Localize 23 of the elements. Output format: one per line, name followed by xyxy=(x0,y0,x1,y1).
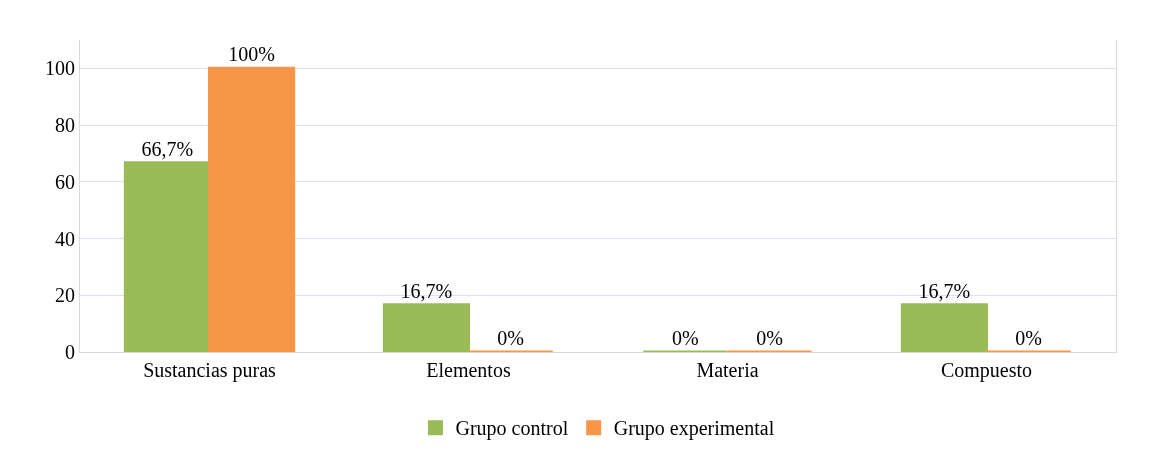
bar xyxy=(900,303,988,352)
x-tick-label: Materia xyxy=(696,359,759,381)
y-tick-label: 20 xyxy=(55,284,75,307)
bar xyxy=(123,161,211,352)
x-tick-label: Compuesto xyxy=(940,359,1033,382)
legend-label: Grupo experimental xyxy=(613,417,775,441)
data-label: 0% xyxy=(1015,327,1042,349)
data-label: 0% xyxy=(672,327,699,349)
data-label: 100% xyxy=(228,43,275,66)
data-label: 66,7% xyxy=(141,137,194,160)
data-label: 0% xyxy=(497,327,524,349)
bar xyxy=(382,303,470,352)
data-label: 16,7% xyxy=(400,279,453,302)
y-tick-label: 0 xyxy=(65,341,75,363)
x-tick-label: Elementos xyxy=(426,359,511,381)
y-tick-label: 80 xyxy=(55,114,75,137)
x-tick-label: Sustancias puras xyxy=(143,359,277,382)
data-label: 16,7% xyxy=(918,279,971,302)
y-tick-label: 100 xyxy=(45,57,75,80)
y-tick-label: 40 xyxy=(55,227,75,250)
y-tick-label: 60 xyxy=(55,170,75,193)
legend-label: Grupo control xyxy=(455,417,569,441)
data-label: 0% xyxy=(756,327,783,349)
